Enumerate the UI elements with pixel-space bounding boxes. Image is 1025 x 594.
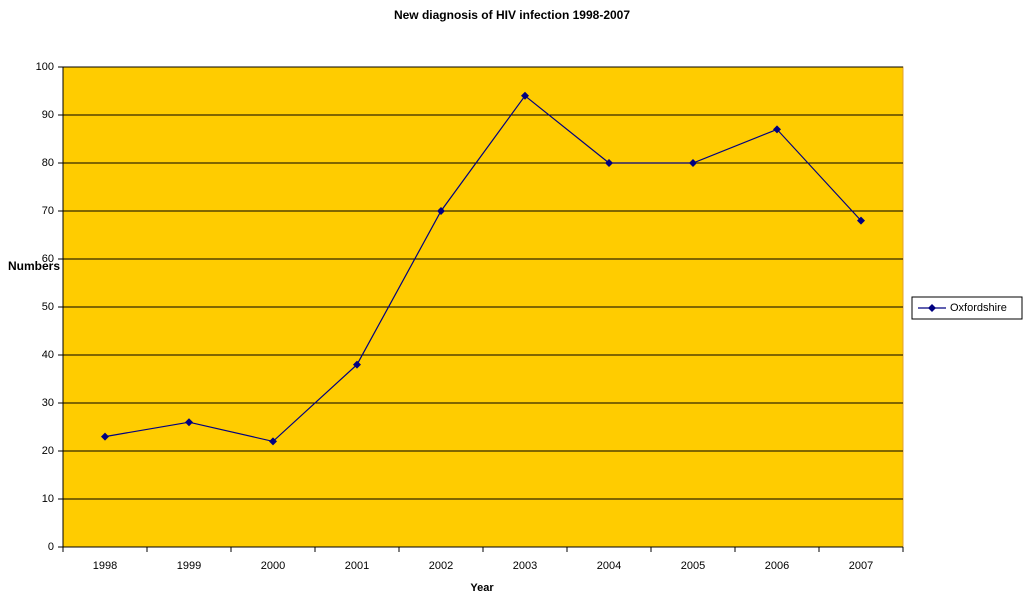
data-point [353, 360, 361, 369]
y-tick-label: 70 [42, 205, 54, 217]
x-axis-label: Year [470, 582, 494, 594]
y-tick-label: 20 [42, 445, 54, 457]
data-point [521, 91, 529, 100]
x-tick-label: 2000 [261, 560, 285, 572]
data-point [857, 216, 865, 225]
data-point [773, 125, 781, 134]
x-tick-label: 1998 [93, 560, 117, 572]
x-tick-label: 2005 [681, 560, 705, 572]
y-tick-label: 80 [42, 157, 54, 169]
data-point [605, 159, 613, 167]
series-line [104, 94, 862, 443]
y-tick-label: 60 [42, 253, 54, 265]
x-tick-label: 1999 [177, 560, 201, 572]
legend-label: Oxfordshire [950, 302, 1007, 314]
data-point [437, 207, 445, 215]
legend-marker [928, 304, 936, 312]
x-tick-label: 2007 [849, 560, 873, 572]
x-tick-label: 2002 [429, 560, 453, 572]
x-tick-label: 2003 [513, 560, 537, 572]
x-tick-label: 2006 [765, 560, 789, 572]
legend-box [911, 296, 1023, 320]
y-tick-label: 30 [42, 397, 54, 409]
y-tick-label: 50 [42, 301, 54, 313]
data-point [269, 437, 277, 446]
chart-title: New diagnosis of HIV infection 1998-2007 [394, 8, 630, 22]
y-tick-label: 40 [42, 349, 54, 361]
y-tick-label: 10 [42, 493, 54, 505]
y-tick-label: 100 [36, 61, 54, 73]
y-tick-label: 0 [48, 541, 54, 553]
data-point [689, 159, 697, 167]
x-tick-label: 2001 [345, 560, 369, 572]
x-tick-label: 2004 [597, 560, 621, 572]
data-point [185, 418, 193, 427]
y-tick-label: 90 [42, 109, 54, 121]
y-axis-label: Numbers [8, 259, 60, 273]
data-point [101, 432, 109, 441]
